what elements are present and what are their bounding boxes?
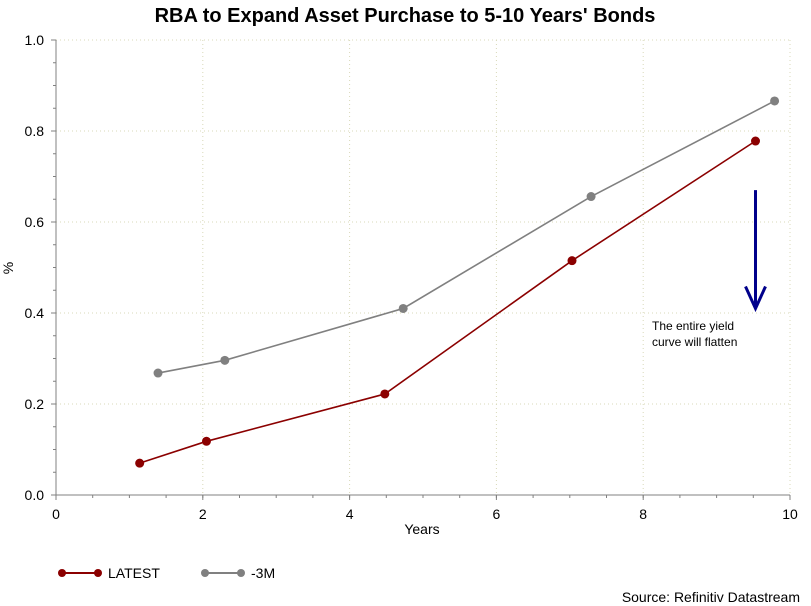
legend-label-latest: LATEST — [108, 565, 160, 581]
x-axis-label: Years — [404, 521, 439, 537]
annotation-arrow-head — [744, 285, 767, 313]
data-point-3m — [586, 192, 596, 202]
legend-marker-3m-right — [237, 569, 245, 577]
y-tick-label: 0.0 — [25, 487, 45, 503]
x-tick-label: 2 — [199, 506, 207, 522]
x-tick-label: 4 — [346, 506, 354, 522]
y-tick-label: 1.0 — [25, 32, 45, 48]
legend-marker-latest-right — [94, 569, 102, 577]
legend-marker-latest-left — [58, 569, 66, 577]
x-tick-label: 10 — [782, 506, 798, 522]
axes — [55, 40, 790, 496]
y-tick-label: 0.4 — [25, 305, 45, 321]
legend-item-3m: -3M — [201, 565, 275, 581]
data-point-latest — [135, 458, 145, 468]
x-tick-label: 0 — [52, 506, 60, 522]
legend: LATEST -3M — [58, 565, 275, 581]
y-tick-label: 0.8 — [25, 123, 45, 139]
data-point-latest — [380, 389, 390, 399]
grid-lines — [56, 39, 791, 495]
annotation: The entire yield curve will flatten — [652, 190, 767, 349]
legend-item-latest: LATEST — [58, 565, 160, 581]
series-layer — [135, 96, 780, 468]
annotation-line-1: The entire yield — [652, 319, 734, 333]
data-point-3m — [398, 303, 408, 313]
chart-title: RBA to Expand Asset Purchase to 5-10 Yea… — [155, 5, 656, 27]
annotation-line-2: curve will flatten — [652, 335, 737, 349]
data-point-latest — [567, 256, 577, 266]
source-note: Source: Refinitiv Datastream — [622, 589, 800, 605]
data-point-latest — [751, 136, 761, 146]
series-latest — [135, 136, 761, 468]
x-tick-label: 8 — [639, 506, 647, 522]
x-axis-ticks: 0 2 4 6 8 10 — [52, 495, 798, 522]
y-axis-label: % — [0, 262, 16, 274]
data-point-3m — [220, 355, 230, 365]
series-line-latest — [139, 140, 756, 464]
data-point-3m — [153, 368, 163, 378]
x-tick-label: 6 — [493, 506, 501, 522]
series-3m — [153, 96, 780, 378]
data-point-latest — [201, 436, 211, 446]
y-axis-ticks: 0.0 0.2 0.4 0.6 0.8 1.0 — [25, 32, 56, 503]
y-tick-label: 0.2 — [25, 396, 45, 412]
data-point-3m — [770, 96, 780, 106]
legend-marker-3m-left — [201, 569, 209, 577]
legend-label-3m: -3M — [251, 565, 275, 581]
y-tick-label: 0.6 — [25, 214, 45, 230]
